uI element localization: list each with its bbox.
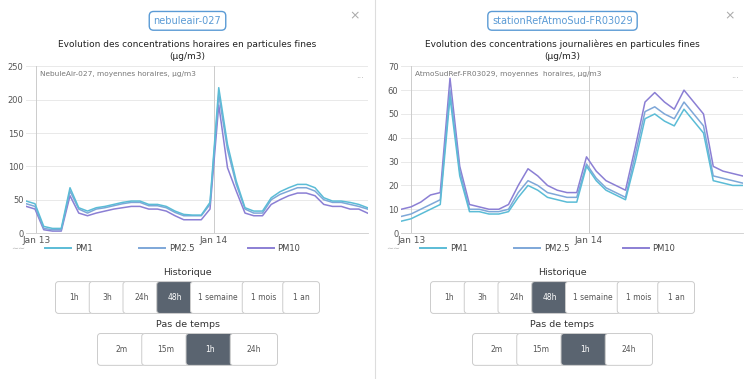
FancyBboxPatch shape (283, 282, 320, 313)
Text: Pas de temps: Pas de temps (530, 320, 595, 329)
Text: 24h: 24h (134, 293, 148, 302)
FancyBboxPatch shape (123, 282, 160, 313)
Text: 1 mois: 1 mois (626, 293, 652, 302)
Text: 15m: 15m (157, 345, 174, 354)
FancyBboxPatch shape (658, 282, 694, 313)
Text: AtmoSudRef-FR03029, moyennes  horaires, µg/m3: AtmoSudRef-FR03029, moyennes horaires, µ… (415, 71, 602, 77)
FancyBboxPatch shape (157, 282, 194, 313)
Text: 24h: 24h (622, 345, 636, 354)
Text: ∼∼: ∼∼ (11, 244, 26, 253)
FancyBboxPatch shape (517, 334, 564, 365)
Text: 1h: 1h (444, 293, 454, 302)
Text: ...: ... (731, 71, 739, 80)
Text: 48h: 48h (543, 293, 557, 302)
Text: 1 an: 1 an (668, 293, 685, 302)
Text: Evolution des concentrations journalières en particules fines: Evolution des concentrations journalière… (425, 40, 700, 50)
Text: 1 mois: 1 mois (251, 293, 277, 302)
FancyBboxPatch shape (605, 334, 652, 365)
FancyBboxPatch shape (617, 282, 661, 313)
Text: 2m: 2m (490, 345, 502, 354)
FancyBboxPatch shape (186, 334, 233, 365)
Text: PM1: PM1 (75, 244, 93, 253)
Text: Historique: Historique (164, 268, 211, 277)
Text: 15m: 15m (532, 345, 549, 354)
Text: 1h: 1h (205, 345, 214, 354)
Text: 1 semaine: 1 semaine (573, 293, 613, 302)
Text: 1 an: 1 an (292, 293, 310, 302)
FancyBboxPatch shape (532, 282, 568, 313)
Text: 3h: 3h (478, 293, 488, 302)
FancyBboxPatch shape (430, 282, 467, 313)
Text: nebuleair-027: nebuleair-027 (154, 16, 221, 26)
FancyBboxPatch shape (566, 282, 620, 313)
Text: 2m: 2m (115, 345, 128, 354)
Text: stationRefAtmoSud-FR03029: stationRefAtmoSud-FR03029 (492, 16, 633, 26)
FancyBboxPatch shape (498, 282, 535, 313)
Text: PM2.5: PM2.5 (544, 244, 569, 253)
Text: PM10: PM10 (278, 244, 300, 253)
FancyBboxPatch shape (561, 334, 608, 365)
FancyBboxPatch shape (230, 334, 278, 365)
Text: PM1: PM1 (450, 244, 468, 253)
Text: (µg/m3): (µg/m3) (544, 52, 580, 61)
FancyBboxPatch shape (142, 334, 189, 365)
FancyBboxPatch shape (56, 282, 92, 313)
FancyBboxPatch shape (464, 282, 501, 313)
FancyBboxPatch shape (89, 282, 126, 313)
Text: 1h: 1h (580, 345, 590, 354)
Text: 24h: 24h (247, 345, 261, 354)
Text: PM10: PM10 (652, 244, 675, 253)
FancyBboxPatch shape (472, 334, 520, 365)
Text: 48h: 48h (168, 293, 182, 302)
Text: Pas de temps: Pas de temps (155, 320, 220, 329)
FancyBboxPatch shape (242, 282, 286, 313)
Text: NebuleAir-027, moyennes horaires, µg/m3: NebuleAir-027, moyennes horaires, µg/m3 (40, 71, 196, 77)
Text: ...: ... (356, 71, 364, 80)
Text: 1 semaine: 1 semaine (198, 293, 238, 302)
FancyBboxPatch shape (190, 282, 245, 313)
Text: 1h: 1h (69, 293, 79, 302)
Text: Evolution des concentrations horaires en particules fines: Evolution des concentrations horaires en… (58, 40, 316, 49)
FancyBboxPatch shape (98, 334, 145, 365)
Text: 3h: 3h (103, 293, 112, 302)
Text: ×: × (350, 9, 360, 22)
Text: ×: × (724, 9, 735, 22)
Text: 24h: 24h (509, 293, 524, 302)
Text: ∼∼: ∼∼ (386, 244, 400, 253)
Text: PM2.5: PM2.5 (169, 244, 194, 253)
Text: (µg/m3): (µg/m3) (170, 52, 206, 61)
Text: Historique: Historique (538, 268, 586, 277)
